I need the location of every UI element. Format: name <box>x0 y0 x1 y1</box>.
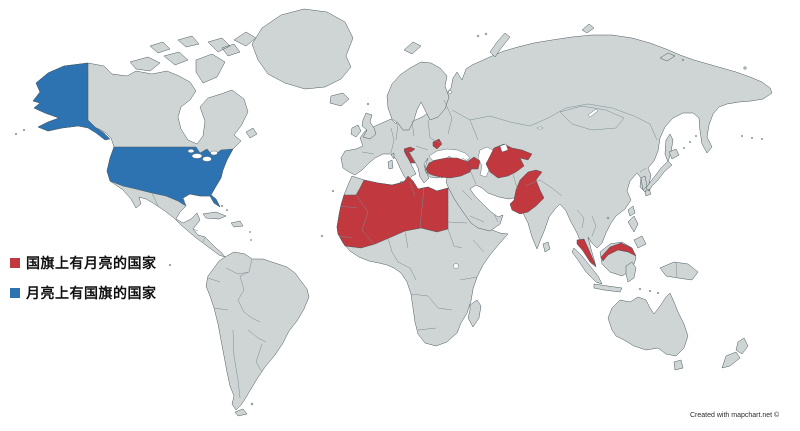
island-dot <box>606 216 610 220</box>
country-moldova-shape <box>432 138 443 150</box>
great-lake <box>187 148 195 153</box>
island-dot <box>331 189 335 193</box>
country-malaysia-peninsula-shape <box>576 238 597 267</box>
south-america-shape <box>205 251 310 411</box>
country-croatia-shape <box>403 146 416 164</box>
lake-victoria <box>453 263 459 269</box>
iceland-shape <box>329 92 350 107</box>
legend-label-flag-moon: 国旗上有月亮的国家 <box>26 255 157 271</box>
small-islands <box>14 32 763 406</box>
great-lake <box>210 150 218 156</box>
island-dot <box>695 135 697 137</box>
ireland-shape <box>350 124 362 138</box>
country-usa-shape <box>106 146 234 208</box>
island-dot <box>22 128 26 132</box>
java-shape <box>593 283 623 293</box>
korea-detail-shape <box>640 175 648 191</box>
new-guinea-shape <box>659 261 699 281</box>
legend-label-moon-flag: 月亮上有国旗的国家 <box>26 285 157 301</box>
island-dot <box>226 209 228 211</box>
lake-baikal <box>587 108 599 118</box>
hispaniola-shape <box>230 220 244 228</box>
island-dot <box>14 132 18 136</box>
lake-balkhash <box>536 126 544 130</box>
philippines-shape <box>627 215 647 249</box>
island-dot <box>648 289 652 293</box>
country-alaska-shape <box>32 62 111 141</box>
country-azerbaijan-shape <box>466 156 481 170</box>
borders-africa <box>338 181 485 331</box>
island-dot <box>250 239 252 241</box>
country-borders <box>151 99 678 399</box>
tierra-del-fuego-shape <box>234 408 248 417</box>
island-dot <box>168 263 172 267</box>
watermark: Created with mapchart.net © <box>690 412 780 419</box>
island-dot <box>249 231 251 233</box>
country-pakistan-shape <box>509 169 545 215</box>
sulawesi-shape <box>625 261 637 283</box>
island-dot <box>689 141 691 143</box>
uk-shape <box>361 112 377 140</box>
legend-swatch-blue <box>10 288 20 298</box>
madagascar-shape <box>467 299 482 328</box>
borders-europe <box>361 99 453 155</box>
red-swatch-rect <box>10 258 20 268</box>
aral-sea <box>499 143 509 153</box>
legend: 国旗上有月亮的国家 月亮上有国旗的国家 <box>10 253 157 313</box>
new-zealand-shape <box>721 337 749 369</box>
island-dot <box>366 102 370 106</box>
legend-swatch-red <box>10 258 20 268</box>
island-dot <box>741 135 743 137</box>
legend-item-flag-moon: 国旗上有月亮的国家 <box>10 253 157 273</box>
island-dot <box>484 32 488 36</box>
borders-asia <box>451 103 678 279</box>
country-malaysia-borneo-shape <box>600 242 637 262</box>
blue-swatch-rect <box>10 288 20 298</box>
japan-shape <box>644 148 680 197</box>
svalbard-shape <box>403 23 595 55</box>
newfoundland-shape <box>245 127 258 139</box>
great-lake <box>191 153 203 159</box>
lakes <box>187 90 599 269</box>
taiwan-shape <box>627 205 636 217</box>
island-dot <box>221 205 223 207</box>
country-north-africa-red-block-shape <box>336 175 449 249</box>
island-dot <box>683 147 685 149</box>
island-dot <box>681 58 685 62</box>
highlighted-countries <box>32 62 637 267</box>
island-dot <box>638 287 642 291</box>
australia-shape <box>607 292 689 357</box>
borders-americas <box>151 192 267 399</box>
new-siberian-islands-shape <box>659 52 676 62</box>
legend-item-moon-flag: 月亮上有国旗的国家 <box>10 283 157 303</box>
greenland-shape <box>251 8 354 90</box>
lake-ladoga <box>448 90 452 94</box>
island-dot <box>250 402 254 406</box>
tasmania-shape <box>673 359 684 371</box>
island-dot <box>320 234 324 238</box>
island-dot <box>761 138 763 140</box>
novaya-zemlya-shape <box>489 32 511 58</box>
country-turkmenistan-uzbekistan-shape <box>485 143 533 179</box>
island-dot <box>751 137 753 139</box>
island-dot <box>656 291 660 295</box>
cuba-shape <box>202 211 227 220</box>
great-lake <box>202 156 212 162</box>
sri-lanka-shape <box>542 241 551 253</box>
island-dot <box>476 34 480 38</box>
sumatra-shape <box>571 247 603 285</box>
island-dot <box>743 66 747 70</box>
